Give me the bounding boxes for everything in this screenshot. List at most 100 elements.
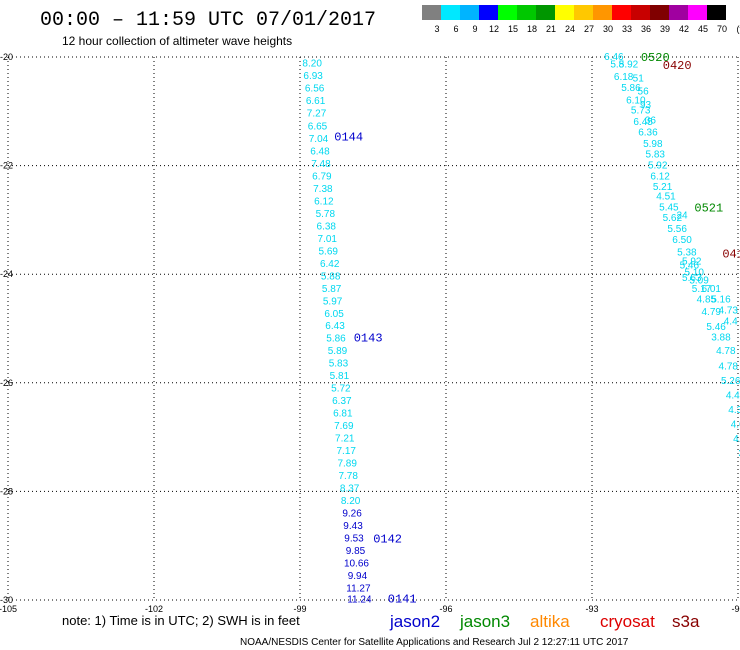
wave-height-value: 5.98 bbox=[643, 139, 663, 150]
colorbar-label: 6 bbox=[453, 24, 458, 34]
wave-height-value: 5.97 bbox=[323, 296, 343, 307]
legend-item-jason3: jason3 bbox=[459, 612, 510, 631]
wave-height-value: 9.53 bbox=[344, 534, 364, 545]
colorbar-swatch bbox=[688, 5, 707, 20]
wave-height-value: 6.42 bbox=[320, 259, 340, 270]
colorbar-swatch bbox=[669, 5, 688, 20]
wave-height-value: 5.89 bbox=[328, 346, 348, 357]
wave-height-value: 4.51 bbox=[656, 191, 676, 202]
wave-height-value: 5.62 bbox=[663, 213, 683, 224]
wave-height-value: 5.86 bbox=[326, 334, 346, 345]
wave-height-value: 4.78 bbox=[716, 346, 736, 357]
wave-height-value: 6.43 bbox=[325, 321, 345, 332]
axis-tick-labels: -20 -22 -24 -26 -28 -30-105 -102 -99 -96 -93 -90 bbox=[0, 52, 740, 614]
wave-height-value: 5.16 bbox=[711, 295, 731, 306]
pass-label: 0520 bbox=[641, 51, 670, 65]
wave-height-value: 7.17 bbox=[336, 446, 356, 457]
wave-height-value: 4.79 bbox=[701, 307, 721, 318]
colorbar-swatch bbox=[441, 5, 460, 20]
wave-height-value: 5.38 bbox=[677, 247, 697, 258]
wave-height-value: 6.50 bbox=[672, 235, 692, 246]
wave-height-value: 56 bbox=[638, 87, 650, 98]
colorbar-label: 36 bbox=[641, 24, 651, 34]
colorbar-label: 33 bbox=[622, 24, 632, 34]
colorbar-swatch bbox=[498, 5, 517, 20]
wave-height-value: 5.81 bbox=[330, 371, 350, 382]
colorbar-swatch bbox=[593, 5, 612, 20]
wave-height-value: 6.79 bbox=[312, 171, 332, 182]
wave-height-value: 8.37 bbox=[340, 484, 360, 495]
wave-height-value: 7.38 bbox=[313, 184, 333, 195]
wave-height-value: 7.78 bbox=[338, 471, 358, 482]
colorbar-swatch bbox=[707, 5, 726, 20]
wave-height-value: 4.45 bbox=[726, 391, 740, 402]
colorbar-label: 3 bbox=[434, 24, 439, 34]
wave-height-value: 5.92 bbox=[619, 60, 639, 71]
wave-height-value: 6.36 bbox=[638, 127, 658, 138]
wave-height-value: 5.73 bbox=[631, 106, 651, 117]
wave-height-value: 5.17 bbox=[692, 284, 712, 295]
colorbar-swatch bbox=[460, 5, 479, 20]
colorbar-swatch bbox=[631, 5, 650, 20]
wave-height-value: 6.10 bbox=[626, 95, 646, 106]
colorbar-label: 24 bbox=[565, 24, 575, 34]
wave-height-value: 8.20 bbox=[302, 58, 322, 69]
wave-height-value: 36 bbox=[645, 115, 657, 126]
wave-height-value: 7.69 bbox=[334, 421, 354, 432]
map-title: 00:00 – 11:59 UTC 07/01/2017 bbox=[40, 9, 376, 32]
legend-item-jason2: jason2 bbox=[389, 612, 440, 631]
colorbar-label: 9 bbox=[472, 24, 477, 34]
wave-height-value: 6.93 bbox=[303, 71, 323, 82]
pass-labels: 0144 0143 0142 0141 0520 0521 0420 041 bbox=[334, 51, 740, 606]
wave-height-value: 5.72 bbox=[331, 384, 351, 395]
wave-height-value: 5.8 bbox=[610, 60, 624, 71]
wave-height-value: 5.92 bbox=[682, 257, 702, 268]
latitude-tick-label: -24 bbox=[0, 269, 13, 279]
colorbar-label: 30 bbox=[603, 24, 613, 34]
longitude-tick-label: -96 bbox=[439, 604, 452, 614]
latitude-tick-label: -28 bbox=[0, 486, 13, 496]
wave-height-value: 6.61 bbox=[306, 96, 326, 107]
pass-label: 041 bbox=[722, 247, 740, 261]
wave-height-value: 5.86 bbox=[621, 83, 641, 94]
lat-lon-grid bbox=[7, 56, 739, 601]
latitude-tick-label: -30 bbox=[0, 595, 13, 605]
wave-height-value: 4.36 bbox=[728, 405, 740, 416]
colorbar-swatch bbox=[574, 5, 593, 20]
pass-label: 0142 bbox=[373, 533, 402, 547]
wave-height-value: 5.45 bbox=[659, 202, 679, 213]
wave-height-value: 5.87 bbox=[322, 284, 342, 295]
wave-height-value: 6.48 bbox=[310, 146, 330, 157]
wave-height-value: 5.88 bbox=[321, 271, 341, 282]
wave-height-value: 6.37 bbox=[332, 396, 352, 407]
wave-height-value: 6.12 bbox=[314, 196, 334, 207]
wave-height-value: 6.01 bbox=[701, 284, 721, 295]
wave-height-value: 7.89 bbox=[337, 459, 357, 470]
wave-height-value: 7.04 bbox=[309, 134, 329, 145]
wave-height-value: 6.56 bbox=[305, 83, 325, 94]
colorbar-label: 27 bbox=[584, 24, 594, 34]
wave-height-value: 4.4 bbox=[724, 316, 738, 327]
wave-height-value: 24 bbox=[676, 210, 688, 221]
latitude-tick-label: -22 bbox=[0, 161, 13, 171]
wave-height-value: 4.46 bbox=[733, 434, 740, 445]
wave-height-value: 51 bbox=[633, 74, 645, 85]
colorbar-label: 42 bbox=[679, 24, 689, 34]
wave-height-value: 5.92 bbox=[648, 161, 668, 172]
wave-height-value: 8.20 bbox=[341, 496, 361, 507]
colorbar-swatch bbox=[479, 5, 498, 20]
wave-height-value: 5.26 bbox=[721, 376, 740, 387]
wave-height-value: 5.46 bbox=[680, 260, 700, 271]
wave-height-value: 7.21 bbox=[335, 434, 355, 445]
wave-height-value: 6.65 bbox=[308, 121, 328, 132]
colorbar-label: 21 bbox=[546, 24, 556, 34]
latitude-tick-label: -26 bbox=[0, 378, 13, 388]
pass-label: 0141 bbox=[388, 592, 417, 606]
colorbar-label: 12 bbox=[489, 24, 499, 34]
wave-height-value: 5.21 bbox=[653, 182, 673, 193]
colorbar-label: 39 bbox=[660, 24, 670, 34]
colorbar-swatch bbox=[612, 5, 631, 20]
wave-height-value: 6.12 bbox=[650, 171, 670, 182]
legend-item-s3a: s3a bbox=[672, 612, 700, 631]
